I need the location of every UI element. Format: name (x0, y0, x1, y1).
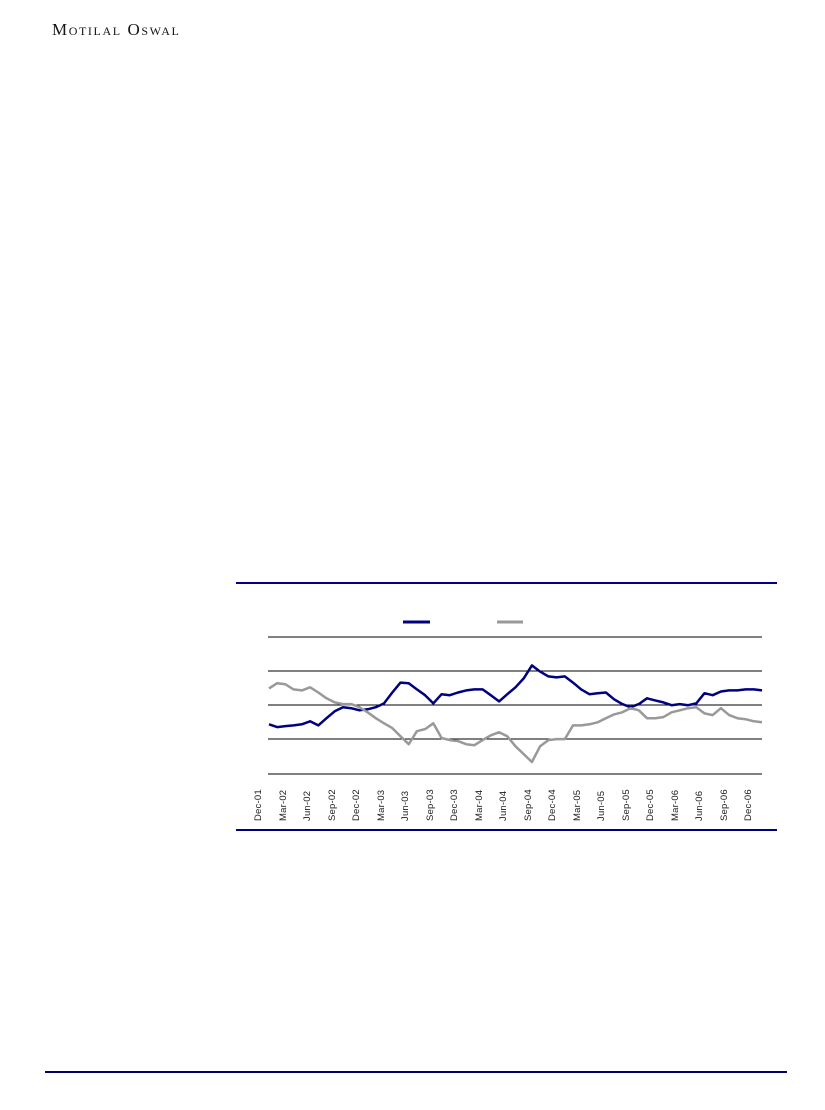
x-axis-label: Sep-04 (522, 789, 534, 821)
x-axis-label: Sep-02 (326, 789, 338, 821)
x-axis-label: Mar-03 (375, 789, 387, 821)
x-axis-label: Dec-02 (351, 789, 362, 821)
x-axis-label: Dec-04 (547, 789, 558, 821)
x-axis-label: Dec-01 (253, 789, 264, 821)
x-axis-label: Jun-03 (400, 790, 411, 821)
x-axis-label: Dec-06 (743, 789, 754, 821)
x-axis-label: Dec-05 (645, 789, 656, 821)
series-navy-line (268, 664, 763, 729)
x-axis-label: Sep-06 (718, 789, 730, 821)
x-axis-label: Jun-05 (596, 790, 607, 821)
chart-card: Dec-01 Mar-02 Jun-02 Sep-02 Dec-02 Mar-03 Jun-… (236, 582, 777, 831)
x-axis-label: Jun-04 (498, 790, 509, 821)
x-axis-label: Dec-03 (449, 789, 460, 821)
x-axis-label: Sep-05 (620, 789, 632, 821)
x-axis-label: Jun-06 (694, 790, 705, 821)
line-chart (268, 620, 763, 775)
x-axis-label: Mar-04 (473, 789, 485, 821)
series-gray-line (268, 681, 763, 764)
x-axis-label: Jun-02 (302, 790, 313, 821)
footer-rule (45, 1071, 787, 1073)
x-axis-label: Mar-06 (669, 789, 681, 821)
x-axis-label: Mar-02 (277, 789, 289, 821)
x-axis-labels: Dec-01 Mar-02 Jun-02 Sep-02 Dec-02 Mar-03 Jun-… (236, 584, 777, 829)
x-axis-label: Sep-03 (424, 789, 436, 821)
company-logo: Motilal Oswal (52, 20, 181, 39)
x-axis-label: Mar-05 (571, 789, 583, 821)
